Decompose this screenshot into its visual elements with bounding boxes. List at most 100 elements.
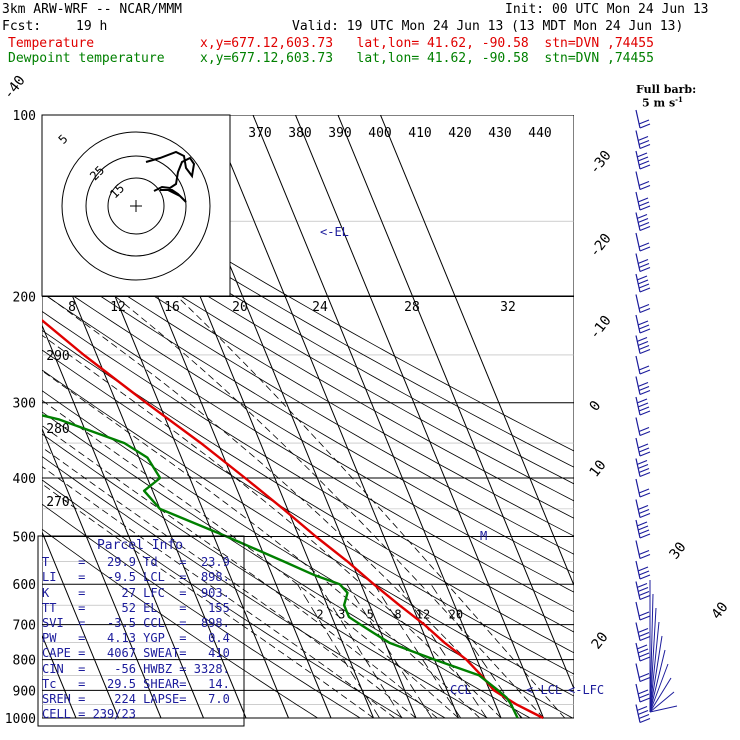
parcel-info-row: CAPE = 4067 SWEAT= 410 — [42, 646, 230, 661]
wind-barb-low — [649, 677, 672, 713]
wind-barb-flag — [637, 135, 649, 142]
wind-barb-flag — [639, 635, 651, 642]
wind-barb-flag — [639, 451, 651, 457]
wind-barb-flag — [636, 459, 648, 466]
wind-barb-flag — [638, 426, 650, 433]
wind-barb-flag — [637, 340, 649, 347]
wind-barb — [635, 294, 641, 313]
wind-barb-flag — [638, 160, 650, 166]
wind-barb — [635, 335, 641, 354]
wind-barb-flag — [637, 320, 649, 326]
isotherm-label: 20 — [589, 629, 612, 652]
barb-legend-sup: -1 — [675, 95, 683, 104]
wind-barb-flag — [637, 381, 649, 388]
theta-label: 430 — [488, 126, 511, 141]
parcel-info-row: TT = 52 EL = 155 — [42, 600, 230, 615]
parcel-info-panel: Parcel Info T = 29.9 Td = 23.9 LI = -9.5 … — [42, 538, 238, 722]
pressure-tick-label: 1000 — [5, 712, 36, 727]
wind-barb — [635, 212, 641, 231]
pressure-tick-label: 300 — [13, 397, 36, 412]
dry-adiabat — [42, 456, 446, 719]
wind-barb — [635, 396, 641, 416]
pressure-tick-label: 800 — [13, 654, 36, 669]
wind-barb-flag — [638, 508, 650, 515]
mixing-ratio-label: 8 — [394, 608, 401, 622]
hodograph-trace — [145, 150, 196, 203]
pressure-tick-label: 700 — [13, 619, 36, 634]
wind-barb-flag — [639, 471, 651, 478]
wind-barb — [635, 109, 641, 129]
dry-adiabat — [42, 349, 574, 675]
wind-barb-flag — [639, 205, 651, 211]
wind-barb-low — [649, 649, 666, 713]
wind-barb — [635, 560, 641, 580]
dewpoint-trace — [42, 414, 519, 719]
wind-barb-flag — [639, 328, 651, 334]
wind-barb-flag — [638, 529, 650, 535]
moist-adiabat — [42, 425, 438, 719]
wind-barb-flag — [637, 648, 649, 654]
isotherm-label: -20 — [587, 231, 615, 261]
wind-barb-flag — [638, 467, 650, 474]
pressure-tick-label: 500 — [13, 530, 36, 545]
wind-barb-flag — [638, 631, 650, 638]
wind-barb — [635, 376, 641, 395]
wind-barb-flag — [637, 627, 649, 634]
mixing-ratio-label: 12 — [416, 608, 430, 622]
wind-barb-flag — [639, 266, 651, 273]
wind-barb-flag — [637, 586, 649, 593]
parcel-info-frame — [37, 535, 245, 727]
isotherm-line — [210, 115, 459, 719]
dry-adiabat — [42, 274, 574, 593]
wind-barb — [635, 273, 641, 293]
wind-barb-flag — [639, 184, 651, 191]
wind-barb-flag — [637, 258, 649, 265]
wind-barb-flag — [639, 553, 651, 560]
wind-barb-flag — [638, 324, 650, 330]
mixing-ratio-line — [346, 583, 433, 719]
wind-barb-low — [649, 663, 669, 713]
wind-barb-flag — [637, 443, 649, 449]
parcel-info-title: Parcel Info — [96, 538, 184, 553]
moist-adiabat — [42, 483, 374, 719]
mixing-ratio-line — [373, 583, 462, 719]
wind-barb — [635, 314, 641, 334]
wind-barb-flag — [636, 705, 648, 712]
wind-barb — [635, 704, 641, 723]
hodo-axis-tick: 20 — [232, 300, 248, 315]
hodo-axis-tick: 16 — [164, 300, 180, 315]
wind-barb-flag — [639, 348, 651, 355]
pressure-tick-label: 400 — [13, 472, 36, 487]
wind-barb-flag — [637, 217, 649, 224]
pressure-tick-label: 900 — [13, 684, 36, 699]
parcel-info-row: SVI = -3.5 CCL = 898. — [42, 616, 230, 631]
parcel-info-row: PW = 4.13 YGP = 0.4 — [42, 631, 230, 646]
wind-barb-flag — [639, 369, 651, 375]
dewpoint-legend: Dewpoint temperature — [8, 51, 165, 66]
parcel-info-row: LI = -9.5 LCL = 898. — [42, 570, 230, 585]
moist-adiabat — [115, 296, 544, 719]
wind-barb-flag — [636, 521, 648, 527]
hodograph-ring — [85, 155, 187, 257]
wind-barb-flag — [639, 656, 651, 662]
hodo-axis-tick: 12 — [110, 300, 126, 315]
wind-barb — [635, 417, 641, 436]
wind-barb — [635, 478, 641, 498]
wind-barb-flag — [637, 463, 649, 470]
wind-barb-flag — [638, 242, 650, 248]
dry-adiabat — [42, 369, 574, 697]
wind-barb — [635, 581, 641, 600]
wind-barb-flag — [637, 279, 649, 285]
wind-barb — [635, 232, 641, 252]
hodo-axis-tick: 28 — [404, 300, 420, 315]
forecast-label: Fcst: — [2, 19, 42, 34]
dry-adiabat — [42, 411, 531, 719]
wind-barb-flag — [638, 693, 650, 699]
temperature-trace — [42, 318, 544, 720]
wind-barb — [635, 622, 641, 641]
wind-barb-flag — [638, 283, 650, 289]
dry-adiabat — [42, 239, 574, 555]
barb-legend-line2: 5 m s — [642, 96, 676, 110]
isotherm-label: -30 — [587, 148, 615, 178]
wind-barb — [635, 171, 641, 190]
